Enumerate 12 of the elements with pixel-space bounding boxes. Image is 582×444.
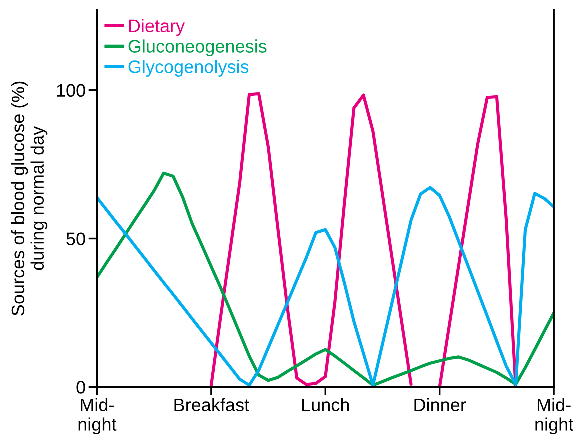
legend-label: Gluconeogenesis [128,40,267,57]
y-axis-title: Sources of blood glucose (%) during normal day [11,82,48,316]
y-tick-label: 50 [66,232,86,246]
legend-label: Glycogenolysis [128,60,249,77]
y-tick-label: 100 [57,84,86,98]
x-tick-label: Breakfast [174,398,250,412]
x-tick-label: Mid- night [536,398,574,435]
x-tick-label: Dinner [414,398,466,412]
y-tick-label: 0 [76,381,86,394]
x-tick-label: Mid- night [78,398,117,435]
x-tick-label: Lunch [302,398,350,412]
legend-label: Dietary [129,19,186,36]
